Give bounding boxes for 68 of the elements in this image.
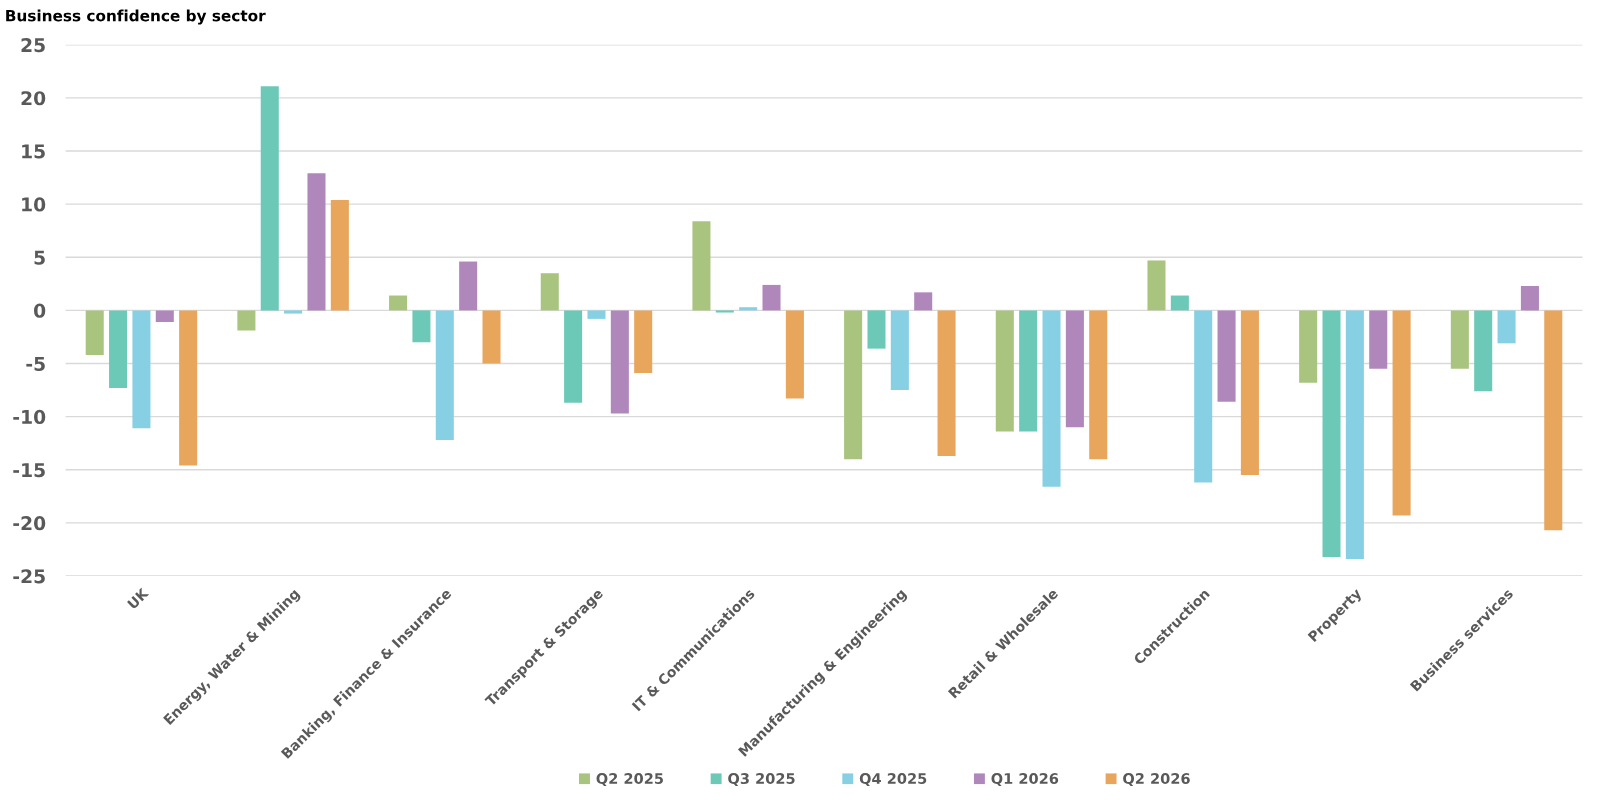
bar (995, 310, 1014, 432)
y-tick-label: -20 (13, 516, 46, 531)
bar (237, 310, 256, 331)
bar (634, 310, 653, 374)
bar (564, 310, 583, 403)
y-tick-label: -5 (26, 356, 45, 371)
bar (587, 310, 606, 319)
bar (435, 310, 454, 441)
y-tick-label: -25 (13, 569, 45, 584)
legend-label: Q1 2026 (991, 773, 1059, 786)
bar (179, 310, 198, 466)
bar (692, 221, 711, 311)
bar (109, 310, 128, 388)
bar (1089, 310, 1108, 460)
y-tick-label: 15 (22, 144, 45, 159)
bar (1474, 310, 1493, 392)
bar (330, 199, 349, 311)
bar (1392, 310, 1411, 516)
y-tick-label: -10 (13, 409, 46, 425)
bar (739, 307, 758, 311)
bar (610, 310, 629, 414)
chart-title: Business confidence by sector (6, 9, 266, 25)
bar (389, 295, 408, 311)
bar (1217, 310, 1236, 402)
y-tick-label: 0 (34, 303, 46, 318)
x-tick-label: UK (127, 587, 150, 610)
bar (937, 310, 956, 456)
legend-label: Q3 2025 (728, 773, 795, 786)
bar (1240, 310, 1259, 476)
bar (482, 310, 501, 364)
legend-label: Q2 2026 (1123, 773, 1190, 786)
bar (1019, 310, 1038, 432)
bar (1520, 285, 1539, 311)
y-tick-label: 10 (22, 197, 46, 212)
bar (1369, 310, 1388, 369)
bar (412, 310, 431, 343)
bar (132, 310, 151, 429)
bar (1147, 260, 1166, 311)
bar (307, 173, 326, 311)
bar (1497, 310, 1516, 344)
bar (1170, 295, 1189, 311)
bar (1042, 310, 1061, 487)
bar (260, 86, 279, 311)
bar (715, 310, 734, 313)
bar (540, 273, 559, 311)
bar (85, 310, 104, 356)
bar (1065, 310, 1084, 428)
bar (1299, 310, 1318, 383)
bar (844, 310, 863, 460)
bar (1345, 310, 1364, 559)
bar (1544, 310, 1563, 531)
bar (1322, 310, 1341, 557)
bar (459, 261, 478, 311)
bar (1194, 310, 1213, 483)
legend-label: Q4 2025 (859, 773, 927, 786)
legend-label: Q2 2025 (596, 773, 663, 786)
bar (867, 310, 886, 349)
y-tick-label: 5 (34, 250, 45, 265)
bar (785, 310, 804, 399)
y-tick-label: 20 (21, 91, 46, 106)
bar (1450, 310, 1469, 369)
bar (284, 310, 303, 314)
bar (890, 310, 909, 391)
bar (914, 292, 933, 311)
y-tick-label: -15 (13, 463, 45, 478)
bar (762, 284, 781, 311)
y-tick-label: 25 (21, 38, 45, 53)
bar (155, 310, 174, 323)
